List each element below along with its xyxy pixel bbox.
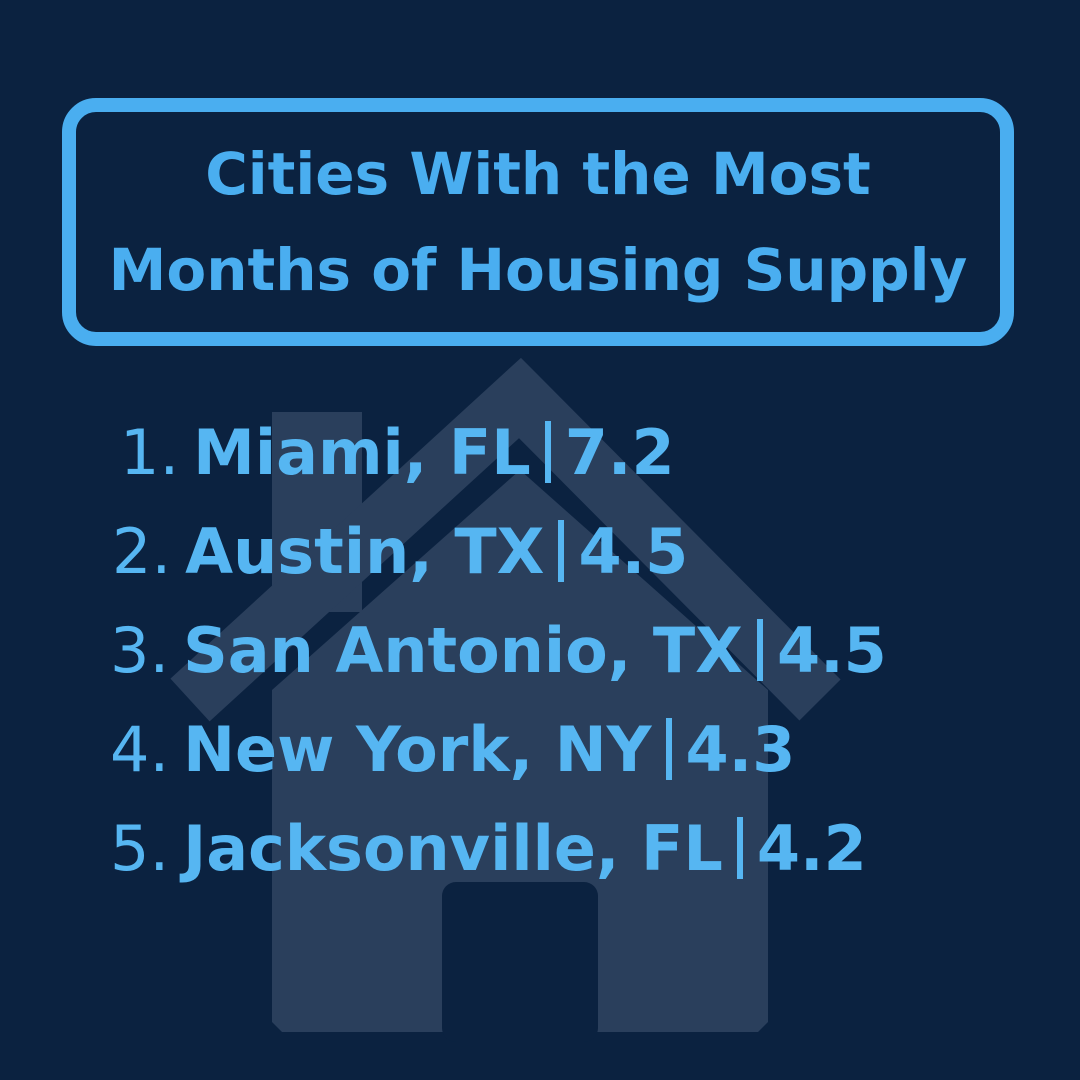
title-box: Cities With the Most Months of Housing S…: [62, 98, 1014, 346]
city: San Antonio, TX: [183, 613, 743, 687]
separator: [558, 520, 565, 582]
door: [442, 882, 598, 1042]
city: Jacksonville, FL: [183, 811, 723, 885]
separator: [736, 817, 743, 879]
city: Miami, FL: [193, 415, 531, 489]
rank: 3.: [110, 613, 170, 687]
city: Austin, TX: [185, 514, 545, 588]
supply-value: 4.5: [578, 514, 689, 588]
title-line: Months of Housing Supply: [108, 236, 968, 304]
rank: 2.: [112, 514, 172, 588]
rank: 5.: [110, 811, 170, 885]
rank: 4.: [110, 712, 170, 786]
separator: [665, 718, 672, 780]
list-item: 5. Jacksonville, FL 4.2: [110, 808, 867, 888]
list-item: 1. Miami, FL 7.2: [120, 412, 675, 492]
supply-value: 4.3: [685, 712, 796, 786]
list-item: 4. New York, NY 4.3: [110, 709, 795, 789]
supply-value: 4.2: [756, 811, 867, 885]
separator: [544, 421, 551, 483]
list-item: 2. Austin, TX 4.5: [112, 511, 688, 591]
title-line: Cities With the Most: [205, 140, 871, 208]
city: New York, NY: [183, 712, 652, 786]
list-item: 3. San Antonio, TX 4.5: [110, 610, 887, 690]
separator: [756, 619, 763, 681]
roof: [170, 357, 841, 722]
house-body: [272, 470, 768, 1032]
rank: 1.: [120, 415, 180, 489]
supply-value: 7.2: [564, 415, 675, 489]
supply-value: 4.5: [776, 613, 887, 687]
